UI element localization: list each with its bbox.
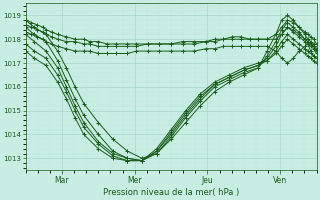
- X-axis label: Pression niveau de la mer( hPa ): Pression niveau de la mer( hPa ): [103, 188, 239, 197]
